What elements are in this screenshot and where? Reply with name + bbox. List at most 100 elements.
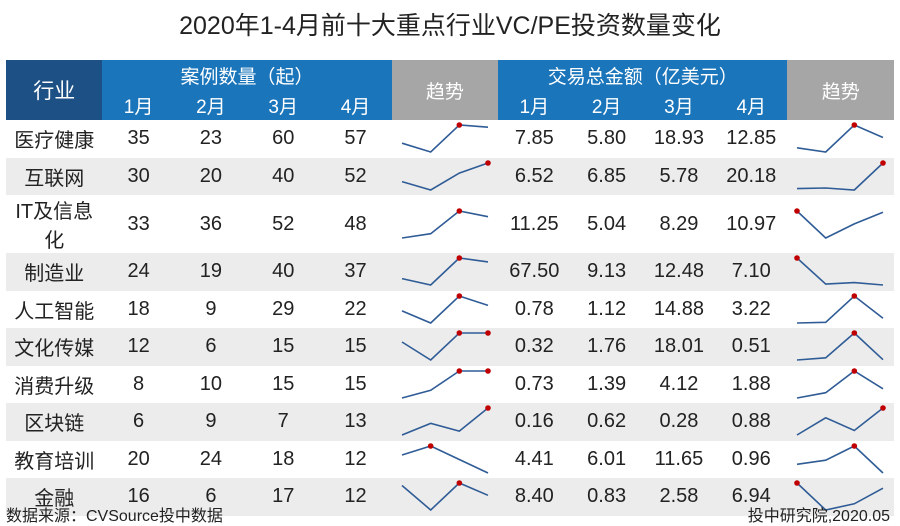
amount-cell: 9.13 bbox=[570, 253, 643, 291]
table-row: 互联网 30 20 40 52 6.52 6.85 5.78 20.18 bbox=[6, 157, 894, 195]
table-row: 消费升级 8 10 15 15 0.73 1.39 4.12 1.88 bbox=[6, 365, 894, 403]
cases-trend-cell bbox=[391, 478, 499, 516]
trend-max-marker bbox=[456, 330, 462, 337]
amount-cell: 11.65 bbox=[642, 440, 716, 478]
trend-max-marker bbox=[484, 405, 491, 412]
cases-trend-cell bbox=[391, 440, 499, 478]
trend-max-marker bbox=[427, 442, 434, 449]
cases-cell: 37 bbox=[319, 253, 392, 291]
cases-cell: 18 bbox=[102, 290, 175, 328]
trend-max-marker bbox=[851, 330, 858, 337]
header-cases-trend: 趋势 bbox=[391, 60, 499, 120]
cases-cell: 18 bbox=[247, 440, 320, 478]
amount-sparkline bbox=[794, 480, 884, 512]
cases-trend-cell bbox=[391, 403, 499, 441]
header-month: 3月 bbox=[642, 90, 716, 120]
trend-line bbox=[401, 407, 489, 436]
cases-trend-cell bbox=[391, 195, 499, 253]
amount-cell: 0.73 bbox=[498, 365, 571, 403]
cases-trend-cell bbox=[391, 120, 499, 158]
cases-cell: 23 bbox=[174, 120, 248, 158]
amount-cell: 8.29 bbox=[642, 195, 716, 253]
amount-trend-cell bbox=[787, 478, 894, 516]
trend-line bbox=[401, 369, 488, 399]
trend-line bbox=[797, 294, 884, 324]
cases-sparkline bbox=[401, 330, 491, 362]
trend-line bbox=[797, 444, 884, 474]
cases-cell: 12 bbox=[319, 440, 392, 478]
amount-trend-cell bbox=[787, 120, 894, 158]
industry-cell: IT及信息化 bbox=[6, 195, 103, 253]
trend-max-marker bbox=[456, 292, 462, 299]
data-table: 行业 案例数量（起） 趋势 交易总金额（亿美元） 趋势 1月 2月 3月 4月 … bbox=[6, 60, 894, 516]
amount-cell: 3.22 bbox=[715, 290, 788, 328]
cases-trend-cell bbox=[391, 253, 499, 291]
trend-max-marker bbox=[794, 207, 801, 214]
trend-max-marker bbox=[851, 292, 858, 299]
trend-max-marker bbox=[456, 480, 462, 487]
cases-cell: 52 bbox=[247, 195, 320, 253]
trend-line bbox=[797, 407, 884, 436]
cases-cell: 48 bbox=[319, 195, 392, 253]
header-amount-trend: 趋势 bbox=[787, 60, 894, 120]
trend-line bbox=[797, 162, 884, 191]
amount-cell: 5.04 bbox=[570, 195, 643, 253]
amount-cell: 14.88 bbox=[642, 290, 716, 328]
trend-line bbox=[797, 124, 884, 154]
table-row: 教育培训 20 24 18 12 4.41 6.01 11.65 0.96 bbox=[6, 440, 894, 478]
amount-cell: 5.78 bbox=[642, 157, 716, 195]
trend-max-marker bbox=[456, 122, 462, 129]
cases-sparkline bbox=[401, 255, 488, 287]
trend-line bbox=[401, 124, 488, 154]
cases-sparkline bbox=[401, 480, 489, 512]
industry-cell: 互联网 bbox=[6, 157, 103, 195]
amount-sparkline bbox=[797, 442, 884, 474]
trend-line bbox=[796, 209, 884, 239]
trend-line bbox=[401, 161, 488, 191]
trend-line bbox=[401, 294, 488, 324]
cases-cell: 29 bbox=[247, 290, 320, 328]
cases-sparkline bbox=[401, 442, 489, 474]
table-row: IT及信息化 33 36 52 48 11.25 5.04 8.29 10.97 bbox=[6, 195, 894, 253]
amount-cell: 0.96 bbox=[715, 440, 788, 478]
cases-cell: 15 bbox=[247, 365, 320, 403]
cases-trend-cell bbox=[391, 365, 499, 403]
trend-line bbox=[797, 332, 884, 362]
amount-cell: 0.83 bbox=[570, 478, 643, 516]
header-month: 1月 bbox=[498, 90, 571, 120]
header-amount-group: 交易总金额（亿美元） bbox=[498, 60, 788, 90]
cases-cell: 16 bbox=[102, 478, 175, 516]
cases-cell: 15 bbox=[247, 328, 320, 366]
amount-cell: 8.40 bbox=[498, 478, 571, 516]
amount-cell: 1.39 bbox=[570, 365, 643, 403]
trend-max-marker bbox=[484, 367, 491, 374]
industry-cell: 教育培训 bbox=[6, 440, 103, 478]
trend-line bbox=[401, 482, 489, 512]
cases-cell: 40 bbox=[247, 157, 320, 195]
amount-sparkline bbox=[797, 122, 884, 154]
amount-cell: 67.50 bbox=[498, 253, 571, 291]
cases-cell: 30 bbox=[102, 157, 175, 195]
industry-cell: 消费升级 bbox=[6, 365, 103, 403]
trend-line bbox=[796, 482, 884, 512]
table-row: 文化传媒 12 6 15 15 0.32 1.76 18.01 0.51 bbox=[6, 328, 894, 366]
amount-trend-cell bbox=[787, 440, 894, 478]
amount-trend-cell bbox=[787, 365, 894, 403]
industry-cell: 文化传媒 bbox=[6, 328, 103, 366]
header-month: 3月 bbox=[247, 90, 320, 120]
amount-cell: 0.28 bbox=[642, 403, 716, 441]
cases-cell: 6 bbox=[174, 478, 248, 516]
table-row: 金融 16 6 17 12 8.40 0.83 2.58 6.94 bbox=[6, 478, 894, 516]
header-month: 4月 bbox=[319, 90, 392, 120]
amount-cell: 12.48 bbox=[642, 253, 716, 291]
chart-title: 2020年1-4月前十大重点行业VC/PE投资数量变化 bbox=[179, 12, 721, 40]
cases-cell: 12 bbox=[102, 328, 175, 366]
trend-line bbox=[797, 369, 884, 399]
cases-cell: 35 bbox=[102, 120, 175, 158]
cases-sparkline bbox=[401, 367, 491, 399]
header-month: 2月 bbox=[174, 90, 248, 120]
amount-cell: 1.12 bbox=[570, 290, 643, 328]
trend-max-marker bbox=[456, 367, 462, 374]
header-month: 2月 bbox=[570, 90, 643, 120]
cases-cell: 20 bbox=[102, 440, 175, 478]
